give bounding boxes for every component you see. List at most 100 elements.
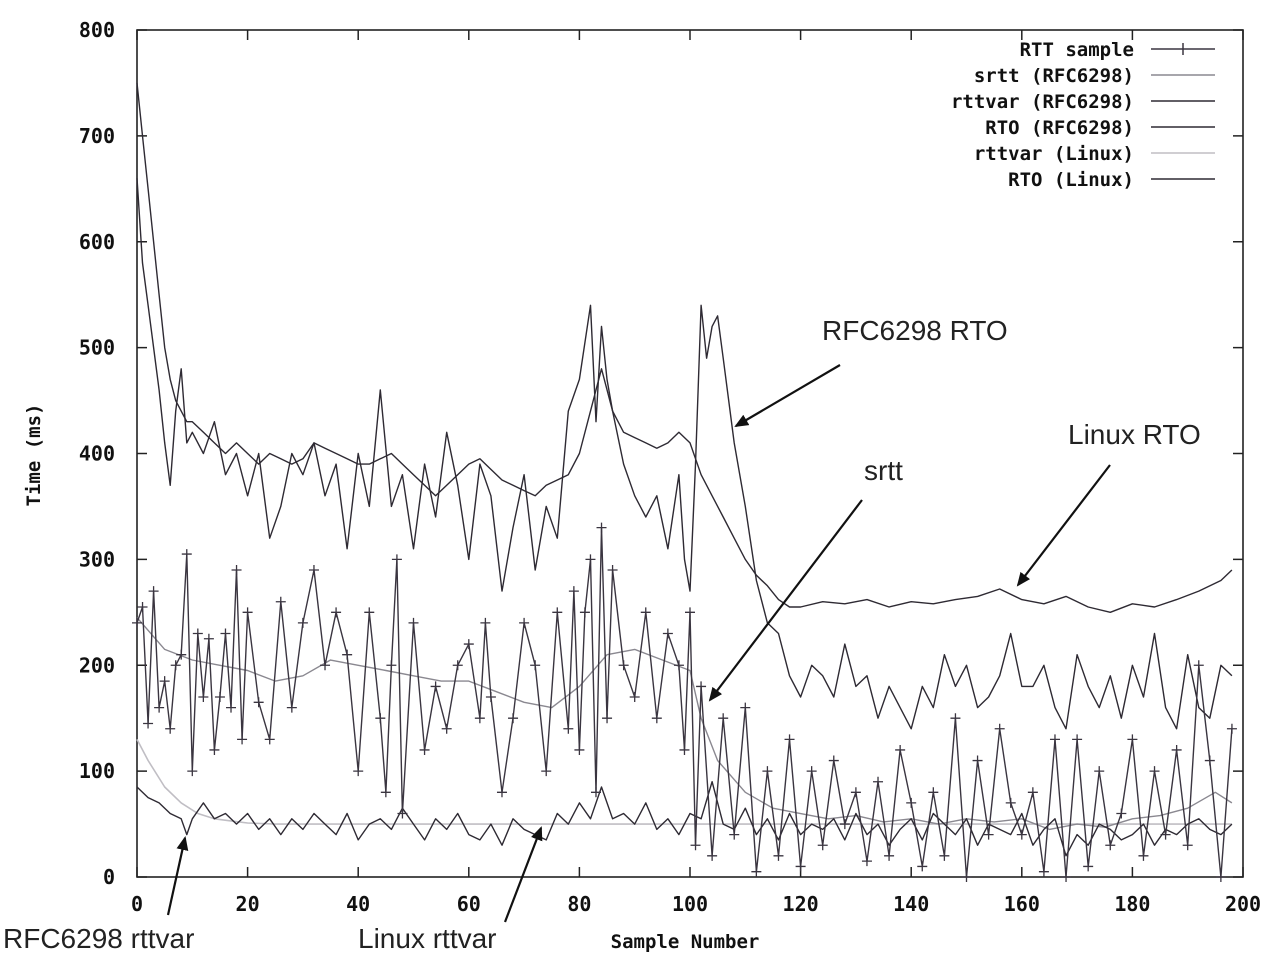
data-point <box>530 660 541 671</box>
y-tick-label: 400 <box>79 442 115 466</box>
data-point <box>1016 829 1027 840</box>
x-tick-label: 0 <box>131 892 143 916</box>
series-line-rttvar-linux <box>136 739 1232 825</box>
arrow-rfc6298-rto <box>734 364 841 428</box>
data-point <box>602 713 613 724</box>
series-rto-rfc6298 <box>136 178 1233 730</box>
data-point <box>673 660 684 671</box>
x-tick-label: 180 <box>1114 892 1150 916</box>
data-point <box>242 607 253 618</box>
data-point <box>264 734 275 745</box>
data-point <box>751 866 762 877</box>
data-point <box>806 766 817 777</box>
data-point <box>209 744 220 755</box>
data-point <box>1005 797 1016 808</box>
data-point <box>480 617 491 628</box>
data-point <box>729 829 740 840</box>
data-point <box>707 850 718 861</box>
annotation-linux-rto: Linux RTO <box>1068 419 1201 450</box>
data-point <box>817 840 828 851</box>
y-tick-label: 700 <box>79 124 115 148</box>
data-point <box>861 856 872 867</box>
x-tick-label: 20 <box>236 892 260 916</box>
data-point <box>187 766 198 777</box>
data-point <box>917 861 928 872</box>
data-point <box>1072 734 1083 745</box>
annotation-linux-rttvar: Linux rttvar <box>358 923 497 954</box>
axis-ticks: 0 100 200 300 400 500 600 700 800 0 20 40 60 80 100 120… <box>79 18 1261 916</box>
data-point <box>198 692 209 703</box>
data-point <box>828 755 839 766</box>
series-rttvar-linux <box>136 739 1232 825</box>
data-point <box>485 692 496 703</box>
annotation-srtt: srtt <box>864 455 903 486</box>
legend-label: srtt (RFC6298) <box>974 65 1134 87</box>
data-point <box>1105 840 1116 851</box>
data-point <box>950 713 961 724</box>
arrow-rfc6298-rttvar <box>166 836 189 916</box>
legend-label: RTO (RFC6298) <box>985 117 1134 139</box>
x-tick-label: 200 <box>1225 892 1261 916</box>
data-point <box>773 850 784 861</box>
data-point <box>391 554 402 565</box>
annotation-rfc6298-rttvar: RFC6298 rttvar <box>3 923 194 954</box>
legend-item: rttvar (RFC6298) <box>951 91 1215 113</box>
data-point <box>275 596 286 607</box>
data-point <box>137 602 148 613</box>
legend-item: rttvar (Linux) <box>974 143 1215 165</box>
data-point <box>618 660 629 671</box>
data-point <box>463 639 474 650</box>
data-point <box>1094 766 1105 777</box>
data-point <box>961 872 972 882</box>
data-point <box>690 840 701 851</box>
series-line-rttvar-rfc6298 <box>136 781 1233 857</box>
data-point <box>231 564 242 575</box>
data-point <box>192 628 203 639</box>
data-point <box>143 718 154 729</box>
x-axis-title: Sample Number <box>611 931 760 953</box>
series-rttvar-rfc6298 <box>136 781 1233 857</box>
data-point <box>474 713 485 724</box>
data-point <box>286 702 297 713</box>
series-rtt-sample <box>132 522 1237 882</box>
y-tick-label: 100 <box>79 759 115 783</box>
data-point <box>203 633 214 644</box>
data-point <box>226 702 237 713</box>
data-point <box>342 649 353 660</box>
data-point <box>651 713 662 724</box>
data-point <box>452 660 463 671</box>
x-tick-label: 80 <box>567 892 591 916</box>
data-point <box>1160 829 1171 840</box>
x-tick-label: 60 <box>457 892 481 916</box>
y-tick-label: 300 <box>79 547 115 571</box>
data-point <box>839 819 850 830</box>
series-srtt-rfc6298 <box>136 617 1233 831</box>
x-tick-label: 120 <box>783 892 819 916</box>
data-point <box>662 628 673 639</box>
data-point <box>784 734 795 745</box>
data-point <box>1182 840 1193 851</box>
data-point <box>253 697 264 708</box>
y-axis-title: Time (ms) <box>23 404 45 507</box>
data-point <box>685 607 695 618</box>
y-tick-label: 800 <box>79 18 115 42</box>
data-point <box>895 744 906 755</box>
data-point <box>1083 861 1094 872</box>
data-point <box>308 564 319 575</box>
data-point <box>1149 766 1160 777</box>
data-point <box>1038 866 1049 877</box>
legend-label: rttvar (RFC6298) <box>951 91 1134 113</box>
series-line-srtt-rfc6298 <box>136 617 1233 831</box>
data-point <box>1215 872 1226 882</box>
data-point <box>1127 734 1138 745</box>
data-point <box>585 554 596 565</box>
data-point <box>364 607 375 618</box>
data-point <box>430 681 441 692</box>
data-point <box>419 744 430 755</box>
data-point <box>170 660 181 671</box>
data-point <box>159 676 170 687</box>
legend-item: RTT sample <box>1020 39 1215 61</box>
data-point <box>132 617 142 628</box>
arrow-linux-rto <box>1016 464 1111 587</box>
